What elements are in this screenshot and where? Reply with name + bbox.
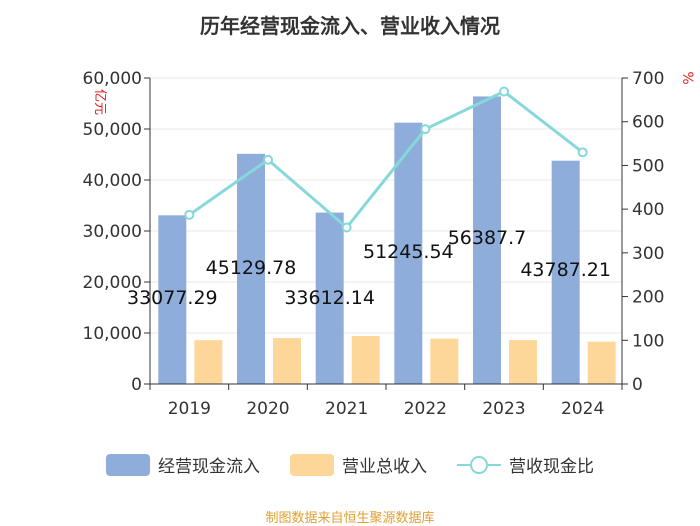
data-label-cash-inflow-2022: 51245.54 — [363, 241, 454, 263]
bars — [158, 96, 616, 385]
x-tick-label: 2023 — [482, 399, 525, 419]
data-label-cash-inflow-2019: 33077.29 — [127, 287, 218, 309]
bar-revenue-2020 — [273, 338, 301, 384]
legend-item-cash-inflow[interactable]: 经营现金流入 — [106, 452, 260, 477]
ratio-point-2024 — [577, 147, 588, 158]
legend-swatch-cash-inflow — [106, 453, 150, 476]
y-right-tick-label: 600 — [632, 113, 664, 133]
bar-revenue-2022 — [430, 338, 459, 384]
x-tick-label: 2020 — [246, 399, 289, 419]
ratio-point-2022 — [420, 124, 431, 135]
bar-revenue-2023 — [509, 340, 537, 384]
y-left-tick-label: 60,000 — [83, 69, 142, 89]
y-left-axis-label: 亿元 — [92, 89, 107, 115]
ratio-line-path — [188, 89, 584, 230]
y-right-tick-label: 700 — [632, 69, 664, 89]
data-label-cash-inflow-2020: 45129.78 — [206, 257, 297, 279]
x-tick-label: 2024 — [561, 399, 604, 419]
y-left-tick-label: 40,000 — [83, 171, 142, 191]
y-right-axis-label: % — [679, 71, 695, 84]
bar-cash-inflow-2020 — [237, 153, 265, 384]
x-tick-label: 2019 — [168, 399, 211, 419]
chart-title: 历年经营现金流入、营业收入情况 — [200, 14, 500, 38]
ratio-point-2021 — [341, 222, 352, 233]
legend-label-cash-inflow: 经营现金流入 — [158, 457, 260, 477]
legend-item-ratio[interactable]: 营收现金比 — [457, 452, 594, 477]
bar-cash-inflow-2023 — [473, 96, 501, 384]
source-note: 制图数据来自恒生聚源数据库 — [265, 511, 435, 526]
bar-cash-inflow-2022 — [394, 122, 423, 385]
y-right-tick-label: 300 — [632, 244, 664, 264]
data-label-cash-inflow-2023: 56387.7 — [448, 227, 527, 249]
bar-revenue-2024 — [587, 341, 616, 384]
legend: 经营现金流入 营业总收入 营收现金比 — [0, 452, 700, 477]
x-tick-label: 2022 — [404, 399, 447, 419]
ratio-point-2020 — [263, 154, 273, 165]
bar-cash-inflow-2024 — [551, 160, 580, 384]
bar-revenue-2019 — [194, 340, 223, 384]
y-right-tick-label: 400 — [632, 200, 664, 220]
y-left-tick-label: 0 — [131, 375, 142, 395]
bar-revenue-2021 — [351, 336, 380, 384]
legend-item-revenue[interactable]: 营业总收入 — [290, 452, 427, 477]
y-left-tick-label: 10,000 — [83, 324, 142, 344]
legend-label-ratio: 营收现金比 — [509, 457, 594, 477]
ratio-point-2023 — [499, 86, 509, 97]
data-label-cash-inflow-2024: 43787.21 — [520, 259, 611, 281]
data-label-cash-inflow-2021: 33612.14 — [284, 287, 375, 309]
ratio-point-2019 — [184, 209, 195, 220]
bar-cash-inflow-2021 — [315, 212, 344, 384]
y-left-tick-label: 30,000 — [83, 222, 142, 242]
bar-cash-inflow-2019 — [158, 215, 187, 384]
gridlines — [150, 77, 622, 334]
y-right-tick-label: 200 — [632, 288, 664, 308]
y-left-tick-label: 50,000 — [83, 120, 142, 140]
y-right-tick-label: 100 — [632, 331, 664, 351]
y-right-tick-label: 0 — [632, 375, 643, 395]
y-left-tick-label: 20,000 — [83, 273, 142, 293]
legend-label-revenue: 营业总收入 — [342, 457, 427, 477]
y-right-tick-label: 500 — [632, 156, 664, 176]
legend-swatch-ratio — [457, 454, 501, 476]
x-tick-label: 2021 — [325, 399, 368, 419]
ratio-line — [184, 86, 588, 233]
legend-swatch-revenue — [290, 453, 334, 476]
